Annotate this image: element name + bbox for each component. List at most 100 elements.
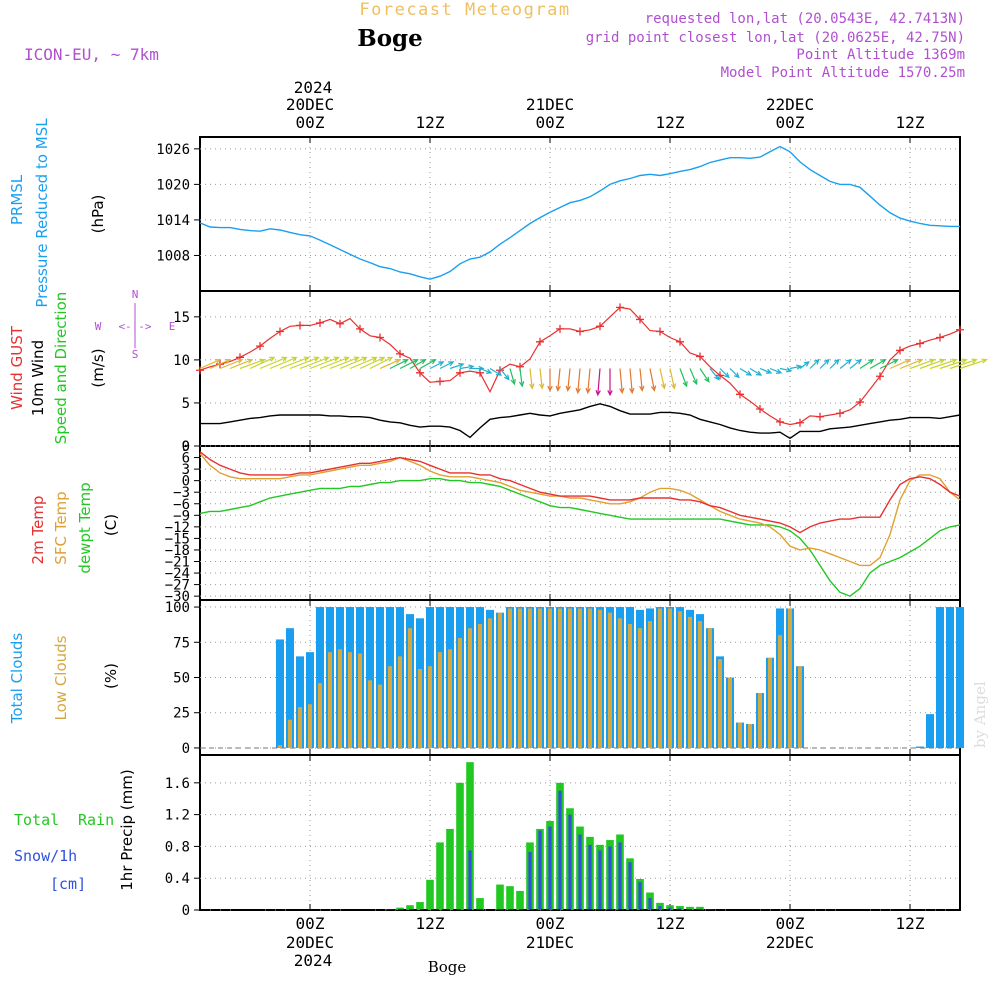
rain-bar [446, 828, 454, 910]
wind-direction-arrow [669, 368, 675, 389]
low-cloud-bar [488, 618, 492, 748]
low-cloud-bar [748, 724, 752, 748]
wind-arrow-head [333, 356, 340, 362]
wind-arrow-head [379, 356, 386, 362]
clouds-ytick-label: 25 [173, 706, 190, 722]
model-altitude: Model Point Altitude 1570.25m [721, 65, 965, 81]
wind-ylabel: (m/s) [89, 348, 107, 387]
wind-direction-arrow [329, 356, 359, 370]
temperature-ytick-label: −9 [173, 508, 190, 524]
wind-arrow-head [585, 387, 591, 395]
wind-gust-marker [336, 319, 344, 328]
wind-arrow-head [361, 356, 368, 362]
wind-direction-arrow [939, 359, 967, 370]
wind-direction-arrow [587, 368, 591, 393]
low-cloud-bar [348, 652, 352, 748]
rain-bar [496, 884, 504, 910]
rain-bar [406, 905, 414, 910]
model-label: ICON-EU, ~ 7km [24, 45, 159, 64]
temperature-ytick-label: 9 [182, 439, 190, 455]
wind-direction-arrow [279, 356, 309, 370]
bottom-tick-label: 12Z [896, 914, 925, 933]
wind-direction-arrow [209, 359, 231, 370]
requested-coords: requested lon,lat (20.0543E, 42.7413N) [645, 11, 965, 27]
wind-direction-arrow [539, 368, 543, 389]
precip-ytick-label: 1.2 [165, 808, 190, 824]
wind-direction-arrow [199, 359, 221, 370]
low-cloud-bar [728, 677, 732, 748]
temperature-ytick-label: −27 [165, 578, 190, 594]
point-altitude: Point Altitude 1369m [796, 47, 965, 63]
wind-direction-arrow [409, 359, 426, 370]
pressure-ylabel: (hPa) [89, 195, 107, 234]
wind-arrow-head [639, 385, 645, 392]
wind-arrow-head [755, 370, 763, 376]
wind-gust-marker [656, 327, 664, 336]
watermark: by Angel [971, 681, 989, 748]
wind-arrow-head [555, 385, 561, 392]
total-clouds-label: Total Clouds [8, 633, 26, 725]
wind-arrow-head [775, 368, 783, 374]
low-cloud-bar [628, 623, 632, 748]
wind-direction-arrow [679, 368, 688, 387]
wind-gust-marker [276, 327, 284, 336]
low-cloud-bar [768, 657, 772, 748]
low-cloud-bar [588, 608, 592, 748]
location-title: Boge [357, 25, 423, 52]
wind-gust-marker [576, 327, 584, 336]
wind-direction-arrow [577, 368, 581, 393]
wind-direction-arrow [799, 361, 810, 369]
total-cloud-bar [296, 656, 304, 748]
wind-direction-arrow [319, 356, 349, 370]
wind-arrow-head [236, 358, 244, 364]
total-cloud-bar [286, 628, 294, 748]
wind-arrow-head [971, 358, 978, 364]
temp-2m-label: 2m Temp [29, 496, 47, 565]
wind-arrow-head [224, 358, 232, 364]
low-cloud-bar [308, 704, 312, 748]
rain-bar [436, 842, 444, 910]
low-cloud-bar [368, 680, 372, 748]
bottom-date-label: 21DEC [526, 933, 574, 952]
temperature-ytick-label: −3 [173, 485, 190, 501]
wind-arrow-head [353, 356, 360, 362]
wind-arrow-head [803, 361, 810, 367]
precip-ylabel: 1hr Precip (mm) [118, 769, 136, 890]
low-cloud-bar [408, 628, 412, 748]
wind-arrow-head [565, 385, 571, 392]
wind-direction-arrow [809, 359, 820, 369]
total-cloud-bar [306, 652, 314, 748]
wind-arrow-head [892, 359, 899, 365]
wind-direction-arrow [769, 367, 782, 374]
wind-gust-marker [616, 303, 624, 312]
wind-direction-arrow [389, 359, 408, 370]
low-cloud-bar [578, 608, 582, 748]
wind-arrow-head [412, 359, 419, 365]
wind-arrow-head [518, 381, 525, 388]
top-tick-label: 12Z [656, 113, 685, 132]
wind-direction-arrow [659, 368, 665, 389]
low-cloud-bar [618, 618, 622, 748]
low-cloud-bar [668, 608, 672, 748]
wind-direction-arrow [739, 367, 752, 376]
low-cloud-bar [528, 608, 532, 748]
wind-arrow-head [420, 359, 427, 365]
wind-direction-arrow [759, 367, 772, 374]
wind-direction-arrow [909, 359, 935, 370]
total-cloud-bar [276, 639, 284, 748]
wind-direction-arrow [709, 368, 720, 380]
low-cloud-bar [548, 608, 552, 748]
wind-gust-marker [296, 321, 304, 330]
rain-bar [416, 902, 424, 910]
wind-gust-marker [316, 318, 324, 327]
wind-gust-marker [936, 333, 944, 342]
wind-gust-marker [196, 366, 204, 375]
wind-arrow-head [904, 358, 912, 364]
snow-bar [608, 846, 612, 910]
wind-arrow-head [485, 368, 493, 374]
wind-arrow-head [529, 383, 535, 390]
wind-direction-arrow [859, 359, 874, 369]
wind-arrow-head [438, 361, 445, 367]
